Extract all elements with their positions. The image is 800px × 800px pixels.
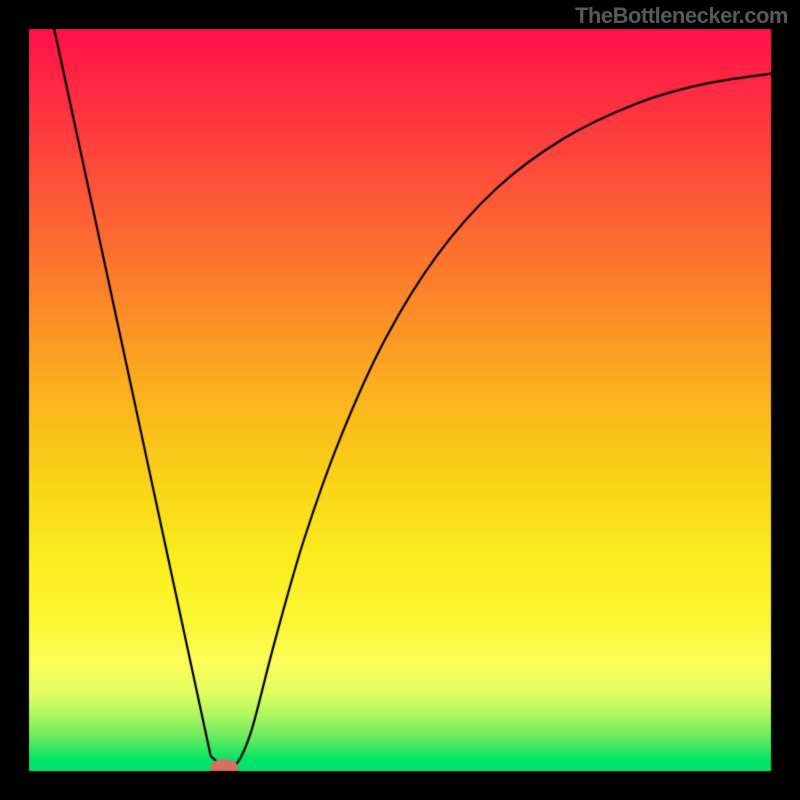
bottleneck-chart-canvas [0,0,800,800]
watermark-text: TheBottlenecker.com [575,3,788,29]
chart-container: TheBottlenecker.com [0,0,800,800]
